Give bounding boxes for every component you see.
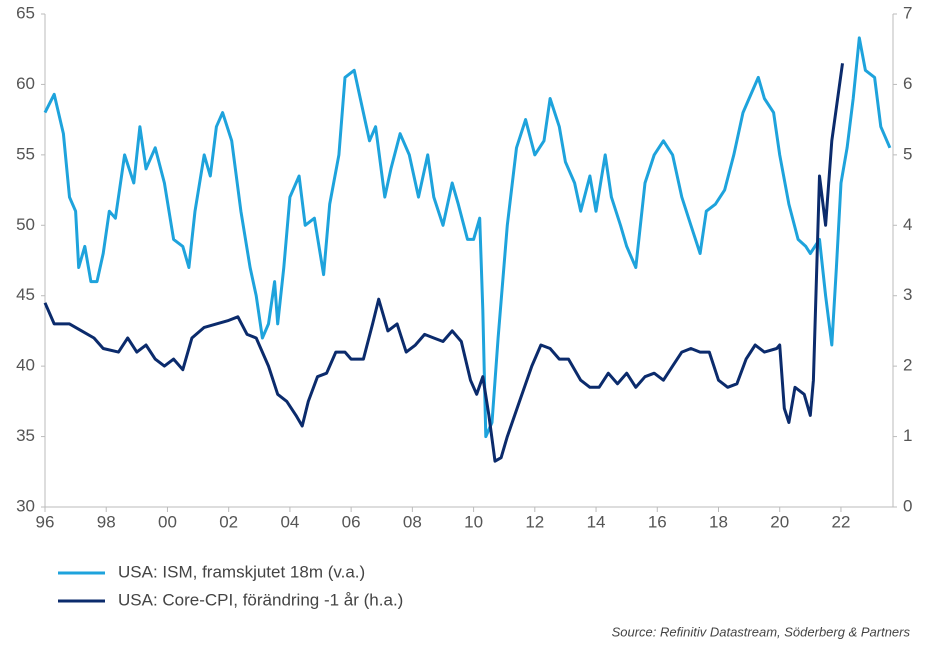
x-tick-label: 08 [403, 512, 422, 531]
y-tick-label: 35 [16, 426, 35, 445]
x-tick-label: 20 [770, 512, 789, 531]
y2-tick-label: 5 [903, 144, 912, 163]
y2-tick-label: 3 [903, 285, 912, 304]
x-tick-label: 10 [464, 512, 483, 531]
series-line [43, 36, 892, 439]
y-tick-label: 30 [16, 496, 35, 515]
y-tick-label: 50 [16, 215, 35, 234]
y2-tick-label: 4 [903, 215, 912, 234]
x-tick-label: 02 [219, 512, 238, 531]
x-tick-label: 06 [342, 512, 361, 531]
x-tick-label: 14 [587, 512, 606, 531]
x-tick-label: 16 [648, 512, 667, 531]
series-line [43, 63, 844, 463]
y2-tick-label: 7 [903, 3, 912, 22]
y2-tick-label: 0 [903, 496, 912, 515]
source: Source: Refinitiv Datastream, Söderberg … [612, 624, 911, 639]
y2-tick-label: 2 [903, 356, 912, 375]
y2-tick-label: 1 [903, 426, 912, 445]
x-tick-label: 00 [158, 512, 177, 531]
x-tick-label: 04 [280, 512, 299, 531]
y-tick-label: 45 [16, 285, 35, 304]
y-tick-label: 60 [16, 74, 35, 93]
x-tick-label: 12 [525, 512, 544, 531]
legend-label: USA: ISM, framskjutet 18m (v.a.) [118, 562, 365, 581]
x-tick-label: 22 [831, 512, 850, 531]
x-tick-label: 18 [709, 512, 728, 531]
x-tick-label: 96 [36, 512, 55, 531]
x-tick-label: 98 [97, 512, 116, 531]
y2-tick-label: 6 [903, 74, 912, 93]
y-tick-label: 55 [16, 144, 35, 163]
y-tick-label: 65 [16, 3, 35, 22]
y-tick-label: 40 [16, 356, 35, 375]
legend-label: USA: Core-CPI, förändring -1 år (h.a.) [118, 590, 403, 609]
